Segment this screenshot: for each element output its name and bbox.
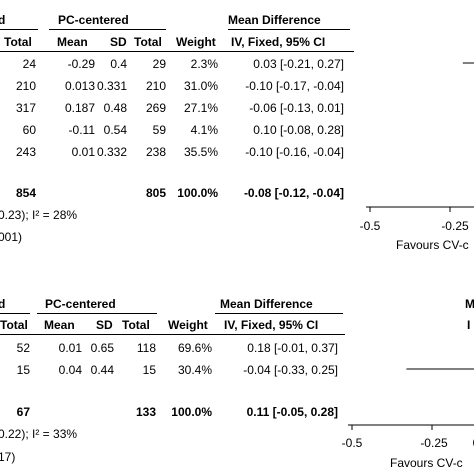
row-total-2: 118 [136,341,156,355]
header-rule-right [37,313,157,314]
header-rule-bottom [0,51,354,52]
header-rule-left [0,29,38,30]
row-sd: 0.54 [103,123,127,137]
row-total-2: 59 [152,123,166,137]
effect-title: Mean Difference [220,297,313,311]
row-ci: -0.10 [-0.16, -0.04] [245,145,344,159]
header-rule-right [49,29,166,30]
group-right-label: PC-centered [58,13,129,27]
total-ci: 0.11 [-0.05, 0.28] [246,405,338,419]
row-total-1: 60 [22,123,36,137]
axis-tick-label: -0.25 [420,436,448,450]
heterogeneity-text: 0.23); I² = 28% [0,208,78,222]
row-sd: 0.331 [96,79,127,93]
row-total-2: 269 [145,101,166,115]
group-right-label: PC-centered [45,297,116,311]
row-mean: -0.29 [67,57,95,71]
col-total-2: Total [122,318,150,332]
row-ci: -0.04 [-0.33, 0.25] [243,363,338,377]
heterogeneity-text: 0.22); I² = 33% [0,427,78,441]
row-total-2: 210 [145,79,166,93]
col-total-1: Total [4,35,32,49]
row-total-1: 243 [15,145,36,159]
col-weight: Weight [168,318,208,332]
col-ci: IV, Fixed, 95% CI [231,35,326,49]
row-weight: 31.0% [183,79,218,93]
row-ci: -0.06 [-0.13, 0.01] [249,101,344,115]
axis-tick-label: 0 [466,436,474,450]
header-rule-left [0,313,30,314]
col-sd: SD [96,318,113,332]
row-mean: 0.01 [58,341,82,355]
row-ci: 0.10 [-0.08, 0.28] [253,123,344,137]
effect-title-right: M [465,297,474,311]
row-total-1: 24 [22,57,36,71]
header-rule-effect [228,29,350,30]
row-mean: 0.187 [64,101,95,115]
group-left-label: d [0,297,6,311]
row-sd: 0.4 [110,57,127,71]
col-mean: Mean [57,35,88,49]
total-weight: 100.0% [171,405,212,419]
col-weight: Weight [176,35,216,49]
row-total-1: 317 [15,101,36,115]
row-ci: 0.03 [-0.21, 0.27] [253,57,344,71]
overall-effect-text: 17) [0,450,16,464]
row-weight: 69.6% [177,341,212,355]
col-total-1: Total [0,318,28,332]
total-1: 67 [16,405,30,419]
row-sd: 0.65 [90,341,114,355]
row-mean: 0.04 [58,363,82,377]
row-mean: -0.11 [68,123,95,137]
col-ci: IV, Fixed, 95% CI [224,318,319,332]
favours-label: Favours CV-c [396,238,469,252]
total-2: 805 [145,186,166,200]
row-mean: 0.013 [64,79,95,93]
row-mean: 0.01 [71,145,95,159]
row-total-1: 52 [16,341,30,355]
axis-tick-label: -0.5 [359,219,381,233]
row-weight: 27.1% [183,101,218,115]
row-weight: 4.1% [190,123,218,137]
axis-tick-label: -0.5 [341,436,363,450]
total-1: 854 [15,186,36,200]
row-total-2: 238 [145,145,166,159]
total-weight: 100.0% [177,186,218,200]
row-weight: 35.5% [183,145,218,159]
header-rule-effect [215,313,343,314]
row-sd: 0.44 [90,363,114,377]
row-total-1: 210 [15,79,36,93]
total-2: 133 [135,405,156,419]
row-total-1: 15 [16,363,30,377]
col-ci-right: I [467,318,471,332]
col-mean: Mean [44,318,75,332]
row-sd: 0.332 [96,145,127,159]
group-left-label: d [0,13,6,27]
total-ci: -0.08 [-0.12, -0.04] [243,186,344,200]
row-total-2: 15 [142,363,156,377]
axis-tick-label: -0.25 [441,219,469,233]
col-sd: SD [110,35,127,49]
row-ci: -0.10 [-0.17, -0.04] [245,79,344,93]
favours-label: Favours CV-c [390,456,463,470]
header-rule-bottom [0,334,345,335]
row-weight: 30.4% [177,363,212,377]
row-ci: 0.18 [-0.01, 0.37] [247,341,338,355]
row-weight: 2.3% [190,57,218,71]
effect-title: Mean Difference [228,13,321,27]
row-sd: 0.48 [103,101,127,115]
col-total-2: Total [134,35,162,49]
overall-effect-text: 001) [0,230,23,244]
row-total-2: 29 [152,57,166,71]
